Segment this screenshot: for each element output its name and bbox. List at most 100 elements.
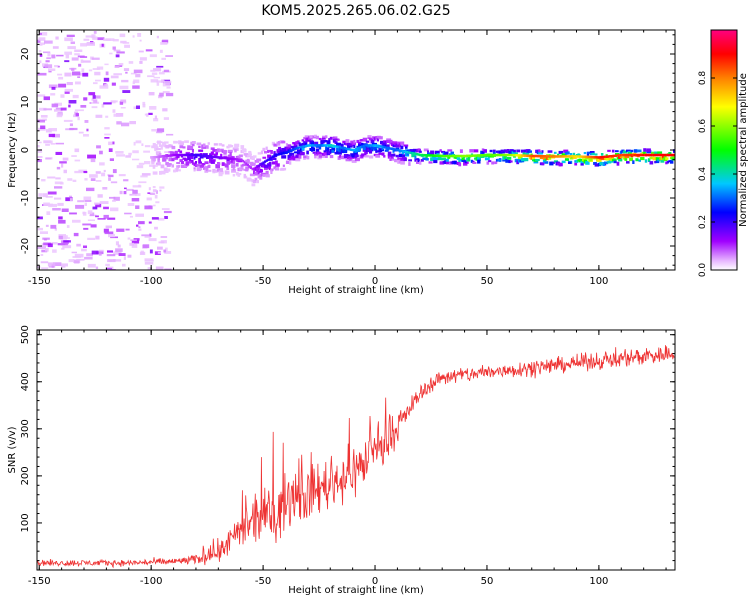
noise-blob (159, 49, 163, 53)
spectral-ridge-cell (157, 159, 160, 164)
noise-blob (106, 267, 112, 270)
noise-blob (42, 118, 47, 121)
noise-blob (136, 105, 140, 109)
spectral-ridge-cell (356, 157, 360, 162)
colorbar-tick-label: 0.0 (698, 263, 708, 278)
spectral-ridge-cell (160, 144, 166, 147)
spectral-ridge-cell (370, 145, 375, 150)
spectral-ridge-cell (271, 161, 276, 165)
noise-blob (41, 267, 49, 270)
noise-blob (149, 192, 155, 195)
spectral-ridge-peak (259, 163, 262, 166)
noise-blob (71, 155, 77, 157)
spectral-ridge-cell (665, 157, 669, 160)
spectral-ridge-cell (419, 150, 422, 153)
noise-blob (144, 262, 154, 265)
noise-blob (119, 101, 124, 105)
spectral-ridge-peak (154, 155, 157, 159)
spectral-ridge-peak (541, 155, 544, 158)
noise-blob (104, 137, 110, 139)
noise-blob (87, 263, 96, 268)
spectral-ridge-peak (159, 155, 162, 158)
spectral-ridge-peak (163, 154, 166, 158)
noise-blob (43, 242, 52, 246)
noise-blob (38, 37, 46, 41)
spectral-ridge-cell (401, 154, 406, 158)
spectral-ridge-peak (273, 154, 276, 157)
spectral-ridge-cell (325, 135, 328, 139)
spectral-ridge-cell (253, 179, 257, 184)
noise-blob (121, 122, 130, 127)
noise-blob (136, 224, 139, 227)
snr-ylabel: SNR (v/v) (7, 426, 18, 473)
spectral-ridge-peak (351, 148, 354, 152)
noise-blob (117, 244, 121, 248)
spectral-ridge-peak (173, 153, 176, 157)
noise-blob (54, 65, 59, 68)
spectral-ridge-cell (626, 161, 630, 164)
spectral-ridge-cell (157, 162, 161, 166)
spectral-ridge-peak (312, 144, 315, 147)
noise-blob (149, 54, 157, 58)
noise-blob (64, 37, 73, 42)
noise-blob (148, 187, 151, 191)
noise-blob (153, 204, 156, 207)
noise-blob (90, 212, 95, 217)
noise-blob (99, 150, 103, 155)
noise-blob (123, 68, 130, 71)
spectral-ridge-cell (398, 143, 401, 147)
spectral-ridge-peak (572, 155, 575, 158)
noise-blob (90, 224, 97, 228)
spectral-ridge-peak (235, 158, 238, 161)
spectral-ridge-cell (282, 147, 285, 151)
spectral-ridge-cell (475, 157, 478, 161)
noise-blob (153, 68, 162, 72)
spectral-ridge-peak (334, 145, 337, 148)
spectral-ridge-peak (671, 153, 674, 157)
spectral-ridge-cell (251, 162, 256, 166)
noise-blob (45, 60, 50, 63)
noise-blob (91, 98, 94, 101)
spectral-ridge-cell (173, 157, 176, 160)
spectral-ridge-cell (151, 158, 155, 161)
spectral-ridge-cell (400, 157, 405, 162)
spectral-ridge-cell (329, 136, 333, 140)
spectral-ridge-cell (213, 169, 218, 173)
noise-blob (123, 256, 126, 260)
spectral-ridge-cell (295, 158, 301, 162)
noise-blob (144, 235, 151, 238)
spectral-ridge-peak (630, 153, 633, 157)
spectral-ridge-cell (510, 149, 514, 152)
noise-blob (74, 53, 80, 56)
spectral-ridge-cell (171, 151, 175, 155)
spectral-ridge-peak (491, 153, 494, 157)
noise-blob (116, 154, 125, 157)
spectral-ridge-cell (343, 149, 347, 153)
spectral-ridge-peak (375, 144, 378, 147)
noise-blob (147, 267, 152, 270)
spectral-ridge-cell (528, 155, 532, 160)
spectral-ridge-cell (311, 147, 314, 152)
spectral-ridge-cell (278, 146, 282, 151)
noise-blob (112, 169, 117, 174)
spectral-ridge-peak (180, 153, 184, 157)
noise-blob (57, 202, 64, 206)
x-tick-label: -150 (28, 276, 51, 287)
spectral-ridge-peak (445, 154, 448, 158)
noise-blob (141, 173, 151, 176)
noise-blob (99, 201, 109, 204)
spectral-ridge-cell (513, 149, 516, 153)
spectral-ridge-cell (224, 170, 228, 173)
noise-blob (40, 261, 49, 264)
spectral-ridge-cell (527, 150, 530, 153)
spectral-ridge-peak (289, 149, 292, 153)
spectral-ridge-cell (444, 151, 449, 155)
noise-blob (65, 54, 70, 59)
noise-blob (74, 170, 83, 174)
spectral-ridge-cell (582, 158, 586, 162)
noise-blob (92, 95, 96, 99)
spectral-ridge-cell (223, 152, 227, 155)
noise-blob (95, 215, 99, 218)
noise-blob (156, 131, 163, 134)
spectral-ridge-cell (516, 160, 520, 165)
